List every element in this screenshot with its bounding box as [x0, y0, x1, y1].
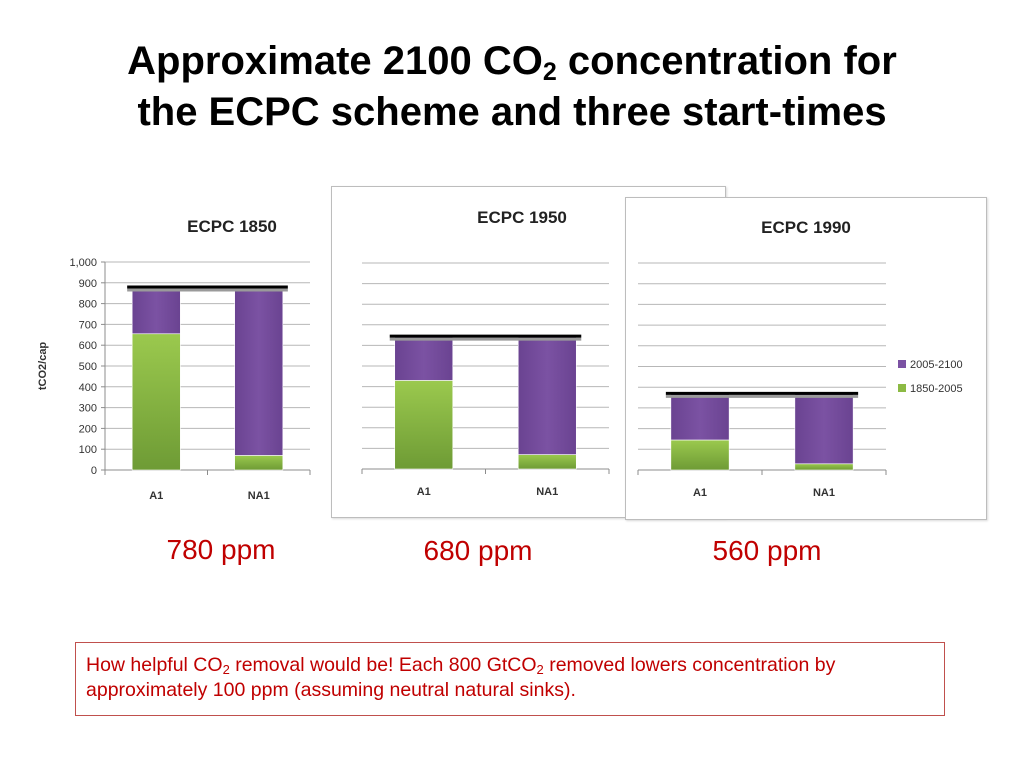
note-text-b: removal would be! Each 800 GtCO	[229, 654, 537, 676]
title-text-a: Approximate 2100 CO	[127, 39, 543, 83]
ppm-label-1850: 780 ppm	[166, 534, 276, 565]
y-axis-label: tCO2/cap	[37, 342, 49, 391]
y-tick-label: 800	[79, 299, 97, 311]
bar-a1-1850-2005	[394, 380, 454, 470]
bar-na1-2005-2100	[234, 286, 284, 456]
chart-ecpc-1950-svg: ECPC 1950 A1 NA1	[361, 208, 610, 498]
y-tick-label: 600	[79, 340, 97, 352]
bar-a1-1850-2005	[131, 333, 181, 471]
y-tick-label: 700	[79, 319, 97, 331]
bar-a1-2005-2100	[394, 335, 454, 381]
title-text-b: concentration for	[556, 39, 897, 83]
chart-ecpc-1990: ECPC 1990 A1 NA1 2005-2100 1850-2005	[625, 197, 987, 520]
y-tick-label: 500	[79, 361, 97, 373]
slide-title: Approximate 2100 CO2 concentration for t…	[40, 36, 984, 138]
y-tick-label: 300	[79, 403, 97, 415]
bar-na1-1850-2005	[794, 463, 854, 471]
slide-title-line-2: the ECPC scheme and three start-times	[137, 90, 887, 134]
note-box: How helpful CO2 removal would be! Each 8…	[75, 642, 945, 716]
legend-swatch-1850-2005	[898, 384, 906, 392]
chart-ecpc-1850: ECPC 1850 0 100 200 300 400 500 600 700 800 900 1,0…	[30, 190, 340, 520]
x-category-label-na1: NA1	[813, 487, 835, 499]
bar-na1-1850-2005	[517, 454, 577, 470]
note-subscript-2: 2	[536, 662, 544, 677]
x-category-label-a1: A1	[149, 490, 163, 502]
y-tick-label: 100	[79, 444, 97, 456]
bar-na1-1850-2005	[234, 455, 284, 471]
y-tick-label: 200	[79, 423, 97, 435]
chart-title-ecpc-1990: ECPC 1990	[761, 218, 851, 237]
note-subscript-1: 2	[222, 662, 230, 677]
chart-title-ecpc-1850: ECPC 1850	[187, 217, 277, 236]
x-category-label-na1: NA1	[536, 486, 558, 498]
ppm-label-1990: 560 ppm	[712, 535, 822, 566]
x-category-label-na1: NA1	[248, 490, 270, 502]
ppm-label-1950: 680 ppm	[423, 535, 533, 566]
note-text-c: removed lowers concentration by approxim…	[86, 654, 836, 701]
x-category-label-a1: A1	[693, 487, 707, 499]
chart-ecpc-1990-svg: ECPC 1990 A1 NA1 2005-2100 1850-2005	[637, 218, 963, 499]
y-tick-label: 0	[91, 465, 97, 477]
chart-ecpc-1850-svg: ECPC 1850 0 100 200 300 400 500 600 700 800 900 1,0…	[37, 217, 311, 502]
bar-a1-1850-2005	[670, 439, 730, 471]
x-category-label-a1: A1	[417, 486, 431, 498]
chart-title-ecpc-1950: ECPC 1950	[477, 208, 567, 227]
note-text-a: How helpful CO	[86, 654, 223, 676]
y-tick-label: 900	[79, 278, 97, 290]
bar-na1-2005-2100	[517, 335, 577, 455]
legend-label-2005-2100: 2005-2100	[910, 359, 963, 371]
bar-a1-2005-2100	[670, 393, 730, 441]
legend-label-1850-2005: 1850-2005	[910, 383, 963, 395]
legend-swatch-2005-2100	[898, 360, 906, 368]
y-tick-label: 400	[79, 382, 97, 394]
y-tick-label: 1,000	[69, 257, 97, 269]
title-subscript: 2	[542, 58, 557, 86]
bar-na1-2005-2100	[794, 393, 854, 465]
bar-a1-2005-2100	[131, 286, 181, 335]
slide-title-line-1: Approximate 2100 CO2 concentration for	[40, 36, 984, 87]
